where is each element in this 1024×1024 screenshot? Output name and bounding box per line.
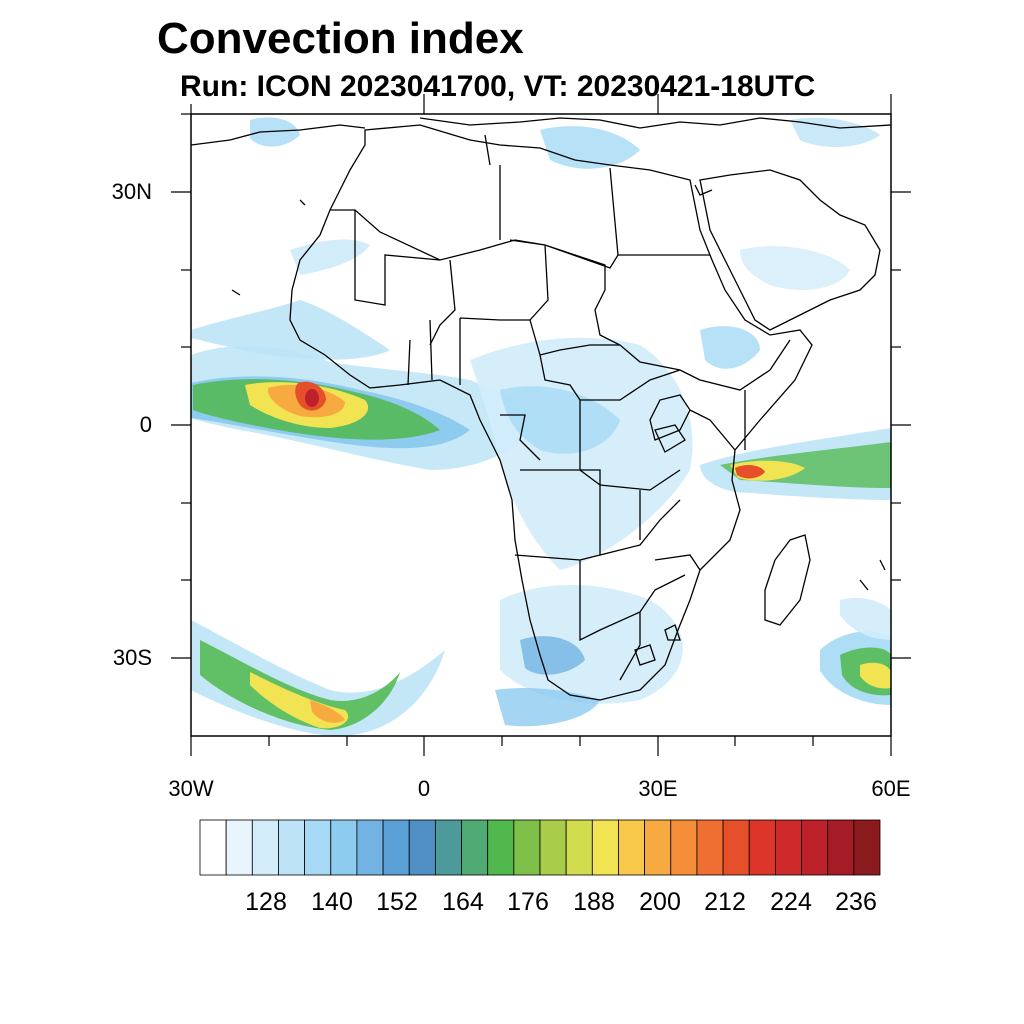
colorbar-label: 188	[573, 888, 615, 916]
colorbar-box	[251, 819, 279, 876]
lon-label-30e: 30E	[638, 776, 678, 801]
field-arabian-nw	[790, 117, 880, 147]
colorbar-box	[591, 819, 619, 876]
colorbar-box	[644, 819, 672, 876]
colorbar-box	[774, 819, 802, 876]
lon-label-30w: 30W	[168, 776, 214, 801]
colorbar-box	[539, 819, 567, 876]
field-south-atlantic-orange	[310, 700, 345, 723]
madagascar-coastline	[764, 534, 811, 626]
axis-ticks	[171, 94, 911, 756]
colorbar-label: 152	[376, 888, 418, 916]
field-southern-africa-mid	[520, 636, 585, 675]
colorbar-box	[408, 819, 436, 876]
convection-field	[191, 117, 891, 736]
chart-title: Convection index	[157, 14, 524, 63]
arabia-coastline	[699, 169, 881, 331]
colorbar-box	[827, 819, 855, 876]
sinai	[694, 184, 713, 196]
europe-coastline	[191, 117, 891, 146]
colorbar-box	[434, 819, 462, 876]
lat-label-30n: 30N	[111, 179, 152, 204]
colorbar-box	[722, 819, 750, 876]
colorbar-box	[356, 819, 384, 876]
colorbar-box	[330, 819, 358, 876]
colorbar-box	[278, 819, 306, 876]
field-west-africa	[191, 300, 390, 360]
colorbar-label: 176	[507, 888, 549, 916]
colorbar-label: 200	[639, 888, 681, 916]
africa-coastline	[289, 124, 813, 701]
colorbar-label: 236	[835, 888, 877, 916]
colorbar-box	[801, 819, 829, 876]
country-borders	[330, 134, 791, 681]
field-guinea-core	[305, 389, 319, 407]
colorbar-label: 140	[311, 888, 353, 916]
colorbar-label: 128	[245, 888, 287, 916]
field-south-atlantic-green	[200, 640, 400, 730]
field-indian-band-red	[735, 465, 765, 479]
colorbar	[199, 819, 881, 876]
colorbar-box	[487, 819, 515, 876]
colorbar-label: 224	[770, 888, 812, 916]
field-north-west	[250, 117, 300, 147]
colorbar-box	[225, 819, 253, 876]
coastlines	[191, 117, 891, 701]
field-arabia	[740, 246, 850, 290]
colorbar-box	[618, 819, 646, 876]
field-cape	[495, 688, 600, 727]
colorbar-box	[199, 819, 227, 876]
field-north	[540, 126, 640, 169]
colorbar-box	[748, 819, 776, 876]
lake-victoria	[654, 424, 686, 453]
colorbar-box	[565, 819, 593, 876]
lesotho	[634, 644, 656, 666]
colorbar-label: 164	[442, 888, 484, 916]
colorbar-box	[513, 819, 541, 876]
field-congo-mid	[500, 386, 620, 454]
colorbar-box	[670, 819, 698, 876]
field-ethiopia	[700, 326, 760, 369]
lat-label-0: 0	[139, 412, 152, 437]
colorbar-box	[461, 819, 489, 876]
islands	[231, 199, 886, 641]
colorbar-label: 212	[704, 888, 746, 916]
lon-label-0: 0	[417, 776, 431, 801]
chart-subtitle: Run: ICON 2023041700, VT: 20230421-18UTC	[180, 70, 816, 103]
colorbar-box	[304, 819, 332, 876]
field-congo	[470, 337, 693, 570]
field-arabian-sea	[840, 598, 891, 640]
colorbar-box	[853, 819, 881, 876]
lon-label-60e: 60E	[871, 776, 911, 801]
colorbar-box	[382, 819, 410, 876]
lat-label-30s: 30S	[112, 645, 152, 670]
field-cyclone-yellow	[860, 662, 891, 689]
colorbar-box	[696, 819, 724, 876]
